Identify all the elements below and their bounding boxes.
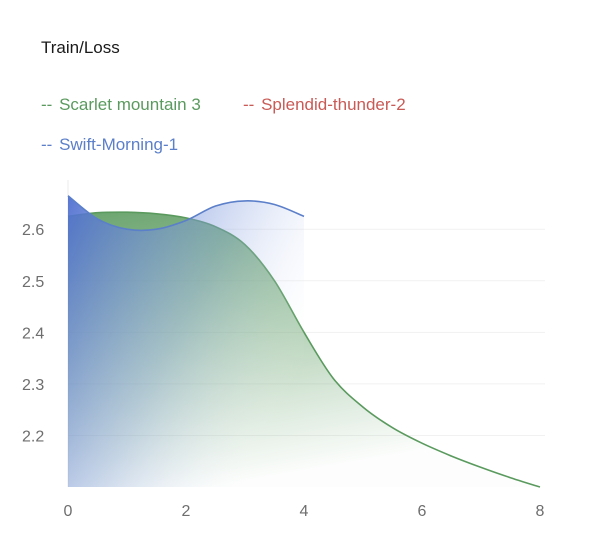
legend-label: Scarlet mountain 3 <box>59 95 201 114</box>
legend-item-scarlet-mountain[interactable]: -- Scarlet mountain 3 <box>41 95 201 115</box>
y-tick-label: 2.3 <box>22 377 44 394</box>
series-swift-morning-line[interactable] <box>67 195 305 232</box>
y-tick-label: 2.6 <box>22 222 44 239</box>
x-tick-label: 4 <box>300 503 309 520</box>
legend-dash-icon: -- <box>41 95 53 114</box>
x-tick-label: 8 <box>536 503 545 520</box>
y-tick-label: 2.2 <box>22 428 44 445</box>
x-tick-label: 2 <box>182 503 191 520</box>
legend-label: Swift-Morning-1 <box>59 135 179 154</box>
y-tick-label: 2.5 <box>22 274 44 291</box>
legend-item-swift-morning[interactable]: -- Swift-Morning-1 <box>41 135 178 155</box>
chart-title: Train/Loss <box>41 38 120 57</box>
series-swift-morning-area <box>68 195 304 487</box>
legend-label: Splendid-thunder-2 <box>261 95 406 114</box>
y-tick-label: 2.4 <box>22 325 44 342</box>
legend-dash-icon: -- <box>41 135 53 154</box>
x-tick-label: 0 <box>64 503 73 520</box>
x-tick-label: 6 <box>418 503 427 520</box>
legend-item-splendid-thunder[interactable]: -- Splendid-thunder-2 <box>243 95 406 115</box>
legend-dash-icon: -- <box>243 95 255 114</box>
